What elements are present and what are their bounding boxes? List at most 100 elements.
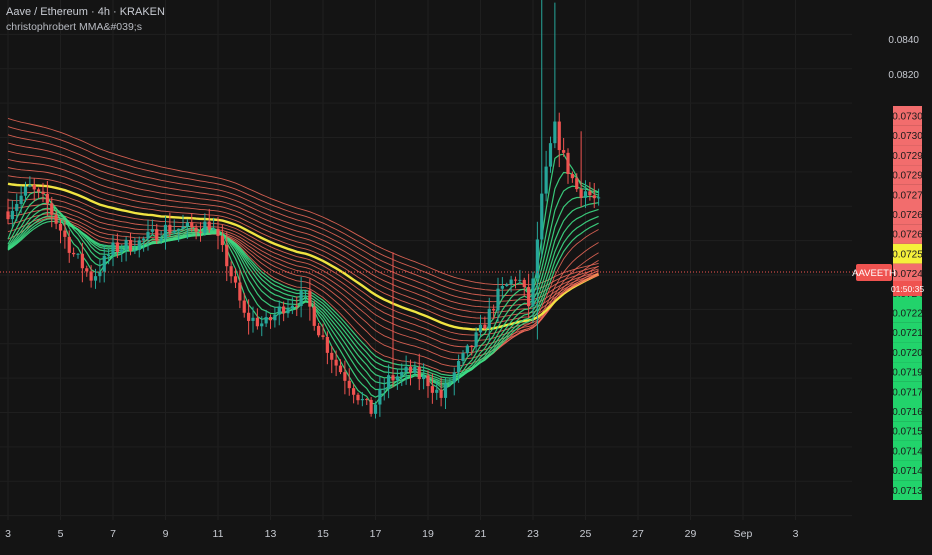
candle-body <box>28 184 32 187</box>
candle-body <box>487 308 491 329</box>
candle-body <box>107 255 111 257</box>
candle-body <box>500 286 504 289</box>
candle-body <box>76 253 80 255</box>
candle-body <box>518 279 522 281</box>
candle-body <box>443 383 448 398</box>
candle-body <box>588 191 592 196</box>
candle-body <box>369 399 373 414</box>
candle-body <box>483 324 487 329</box>
price-label: 0.0719 <box>892 368 923 379</box>
candle-body <box>439 389 443 398</box>
candle-body <box>212 228 216 230</box>
price-label: 0.0716 <box>892 407 923 418</box>
candle-body <box>597 197 601 199</box>
x-tick-label: 27 <box>632 528 644 540</box>
candle-body <box>19 195 23 205</box>
x-tick-label: 19 <box>422 528 434 540</box>
x-tick-label: 3 <box>5 528 11 540</box>
candle-body <box>142 238 146 241</box>
candle-body <box>465 345 469 354</box>
candle-body <box>317 325 321 336</box>
candle-body <box>194 227 198 232</box>
ema-line-key <box>7 182 600 331</box>
candle-body <box>509 279 513 285</box>
candle-body <box>579 189 583 198</box>
candle-body <box>492 308 496 311</box>
candle-body <box>303 290 308 292</box>
candle-body <box>496 288 500 311</box>
candle-body <box>216 228 220 236</box>
candle-body <box>413 366 417 373</box>
symbol-label: AAVEETH <box>852 268 896 279</box>
candle-body <box>330 352 334 360</box>
symbol-label-bg <box>856 264 892 281</box>
candle-body <box>242 300 246 313</box>
candle-body <box>124 239 128 250</box>
candle-body <box>365 399 369 401</box>
candle-body <box>452 372 456 383</box>
price-label-bg <box>893 125 922 146</box>
price-label-bg <box>893 204 922 225</box>
candle-body <box>264 317 268 324</box>
price-label: 0.0721 <box>892 328 923 339</box>
price-label: 0.0713 <box>892 486 923 497</box>
candle-body <box>45 193 49 204</box>
candle-body <box>207 221 211 230</box>
y-tick-label: 0.0840 <box>888 35 919 46</box>
price-label: 0.0714 <box>892 446 923 457</box>
candle-body <box>98 271 102 277</box>
price-label-bg <box>893 263 922 284</box>
ema-line-upper <box>7 217 599 374</box>
candle-body <box>557 121 561 151</box>
candle-body <box>150 229 154 232</box>
candle-body <box>312 306 316 326</box>
ema-line-upper <box>7 158 599 314</box>
candle-body <box>159 238 163 241</box>
candle-body <box>41 191 45 194</box>
candle-body <box>338 365 343 373</box>
price-label: 0.0729 <box>892 151 923 162</box>
countdown: 01:50:35 <box>891 284 924 294</box>
candle-body <box>115 242 119 252</box>
candle-body <box>290 305 294 309</box>
price-label: 0.0729 <box>892 171 923 182</box>
x-axis: 3 5 7 9 11 13 15 17 19 21 23 25 27 29 Sep 3 <box>5 528 799 540</box>
candle-body <box>268 317 273 321</box>
candle-body <box>172 230 176 233</box>
candle-body <box>430 386 434 393</box>
candle-body <box>570 174 574 179</box>
ema-line-lower <box>7 208 599 381</box>
x-tick-label: 5 <box>58 528 64 540</box>
ema-line-upper <box>7 216 599 367</box>
price-label-bg <box>893 401 922 422</box>
price-label-bg <box>893 381 922 402</box>
candle-body <box>299 290 303 307</box>
candle-body <box>15 204 19 211</box>
price-label-bg <box>893 145 922 166</box>
candle-body <box>400 371 404 377</box>
candle-body <box>255 317 259 327</box>
candle-body <box>575 178 579 190</box>
price-label-bg <box>893 342 922 363</box>
candle-body <box>54 214 58 224</box>
candle-body <box>225 245 229 267</box>
x-tick-label: 29 <box>685 528 697 540</box>
candle-body <box>544 166 548 194</box>
price-label: 0.0720 <box>892 348 923 359</box>
candle-body <box>58 223 63 231</box>
candle-body <box>128 239 133 252</box>
candle-body <box>67 236 71 253</box>
candle-body <box>181 226 185 229</box>
candle-body <box>260 323 264 327</box>
candle-body <box>408 366 413 373</box>
candle-body <box>163 224 168 239</box>
countdown-bg <box>893 281 922 296</box>
candles <box>6 0 601 419</box>
y-tick-label: 0.0820 <box>888 70 919 81</box>
candle-body <box>23 186 28 196</box>
price-label-bg <box>893 440 922 461</box>
price-label: 0.0714 <box>892 466 923 477</box>
candle-body <box>347 380 351 389</box>
